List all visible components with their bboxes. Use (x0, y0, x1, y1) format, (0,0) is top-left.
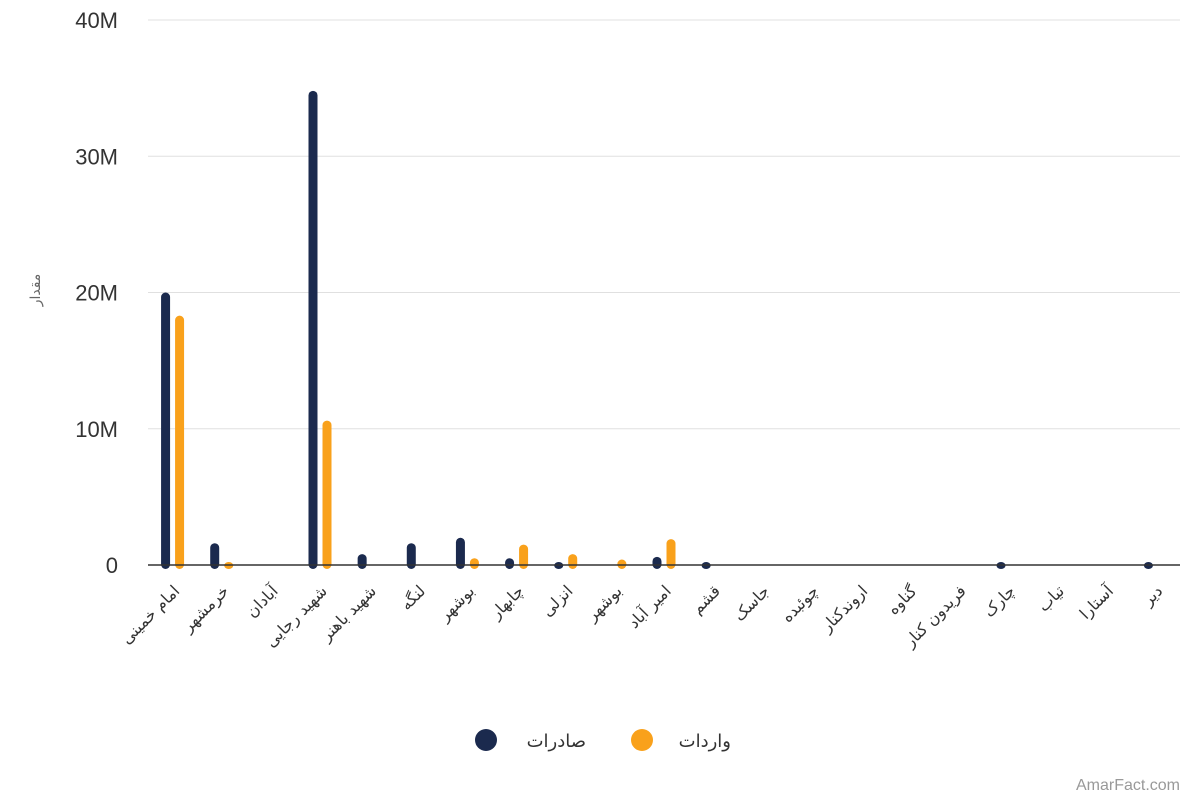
bars[interactable] (161, 90, 1153, 570)
legend-label: واردات (679, 731, 731, 752)
legend-item-imports[interactable]: واردات (631, 729, 731, 752)
legend[interactable]: صادرات واردات (475, 729, 731, 752)
x-tick-label: گناوه (883, 581, 921, 619)
y-tick-label: 10M (75, 417, 118, 442)
bar-exports[interactable] (210, 543, 220, 569)
bar-imports[interactable] (322, 420, 332, 569)
gridlines (148, 19, 1180, 430)
credit: AmarFact.com (1076, 777, 1180, 794)
bar-imports[interactable] (175, 315, 185, 569)
x-tick-label: قشم (688, 581, 724, 617)
y-axis-label: مقدار (28, 274, 44, 308)
y-axis: 0 10M 20M 30M 40M (75, 8, 118, 578)
x-tick-label: اروندکنار (816, 581, 872, 637)
x-tick-label: دیر (1138, 581, 1167, 610)
x-tick-label: لنگه (396, 581, 429, 614)
y-tick-label: 30M (75, 144, 118, 169)
bar-exports[interactable] (406, 543, 416, 569)
x-tick-label: امام خمینی (117, 581, 183, 647)
x-tick-label: بوشهر (434, 581, 479, 626)
bar-exports[interactable] (455, 537, 465, 569)
bar-imports[interactable] (469, 558, 479, 569)
x-tick-label: بوشهر (582, 581, 627, 626)
legend-label: صادرات (527, 731, 586, 752)
x-tick-label: چوئبده (778, 581, 823, 626)
y-tick-label: 40M (75, 8, 118, 33)
x-tick-label: آستارا (1076, 580, 1119, 623)
x-tick-label: آبادان (242, 580, 283, 621)
y-tick-label: 20M (75, 281, 118, 306)
x-tick-label: تیاب (1034, 581, 1068, 615)
x-tick-label: انزلی (538, 581, 578, 621)
bar-exports[interactable] (357, 554, 367, 569)
bar-imports[interactable] (666, 539, 676, 569)
x-tick-label: جاسک (730, 581, 773, 624)
bar-exports[interactable] (652, 556, 662, 569)
legend-marker (475, 729, 497, 751)
legend-marker (631, 729, 653, 751)
bar-exports[interactable] (308, 90, 318, 569)
bar-exports[interactable] (161, 292, 171, 570)
x-tick-label: خرمشهر (178, 581, 234, 637)
legend-item-exports[interactable]: صادرات (475, 729, 586, 752)
bar-imports[interactable] (568, 554, 578, 569)
bar-exports[interactable] (505, 558, 515, 569)
bar-imports[interactable] (519, 544, 529, 569)
x-tick-label: چارک (979, 581, 1019, 621)
x-tick-label: امیر آباد (624, 581, 675, 632)
y-tick-label: 0 (106, 553, 118, 578)
x-tick-label: چابهار (486, 581, 529, 624)
